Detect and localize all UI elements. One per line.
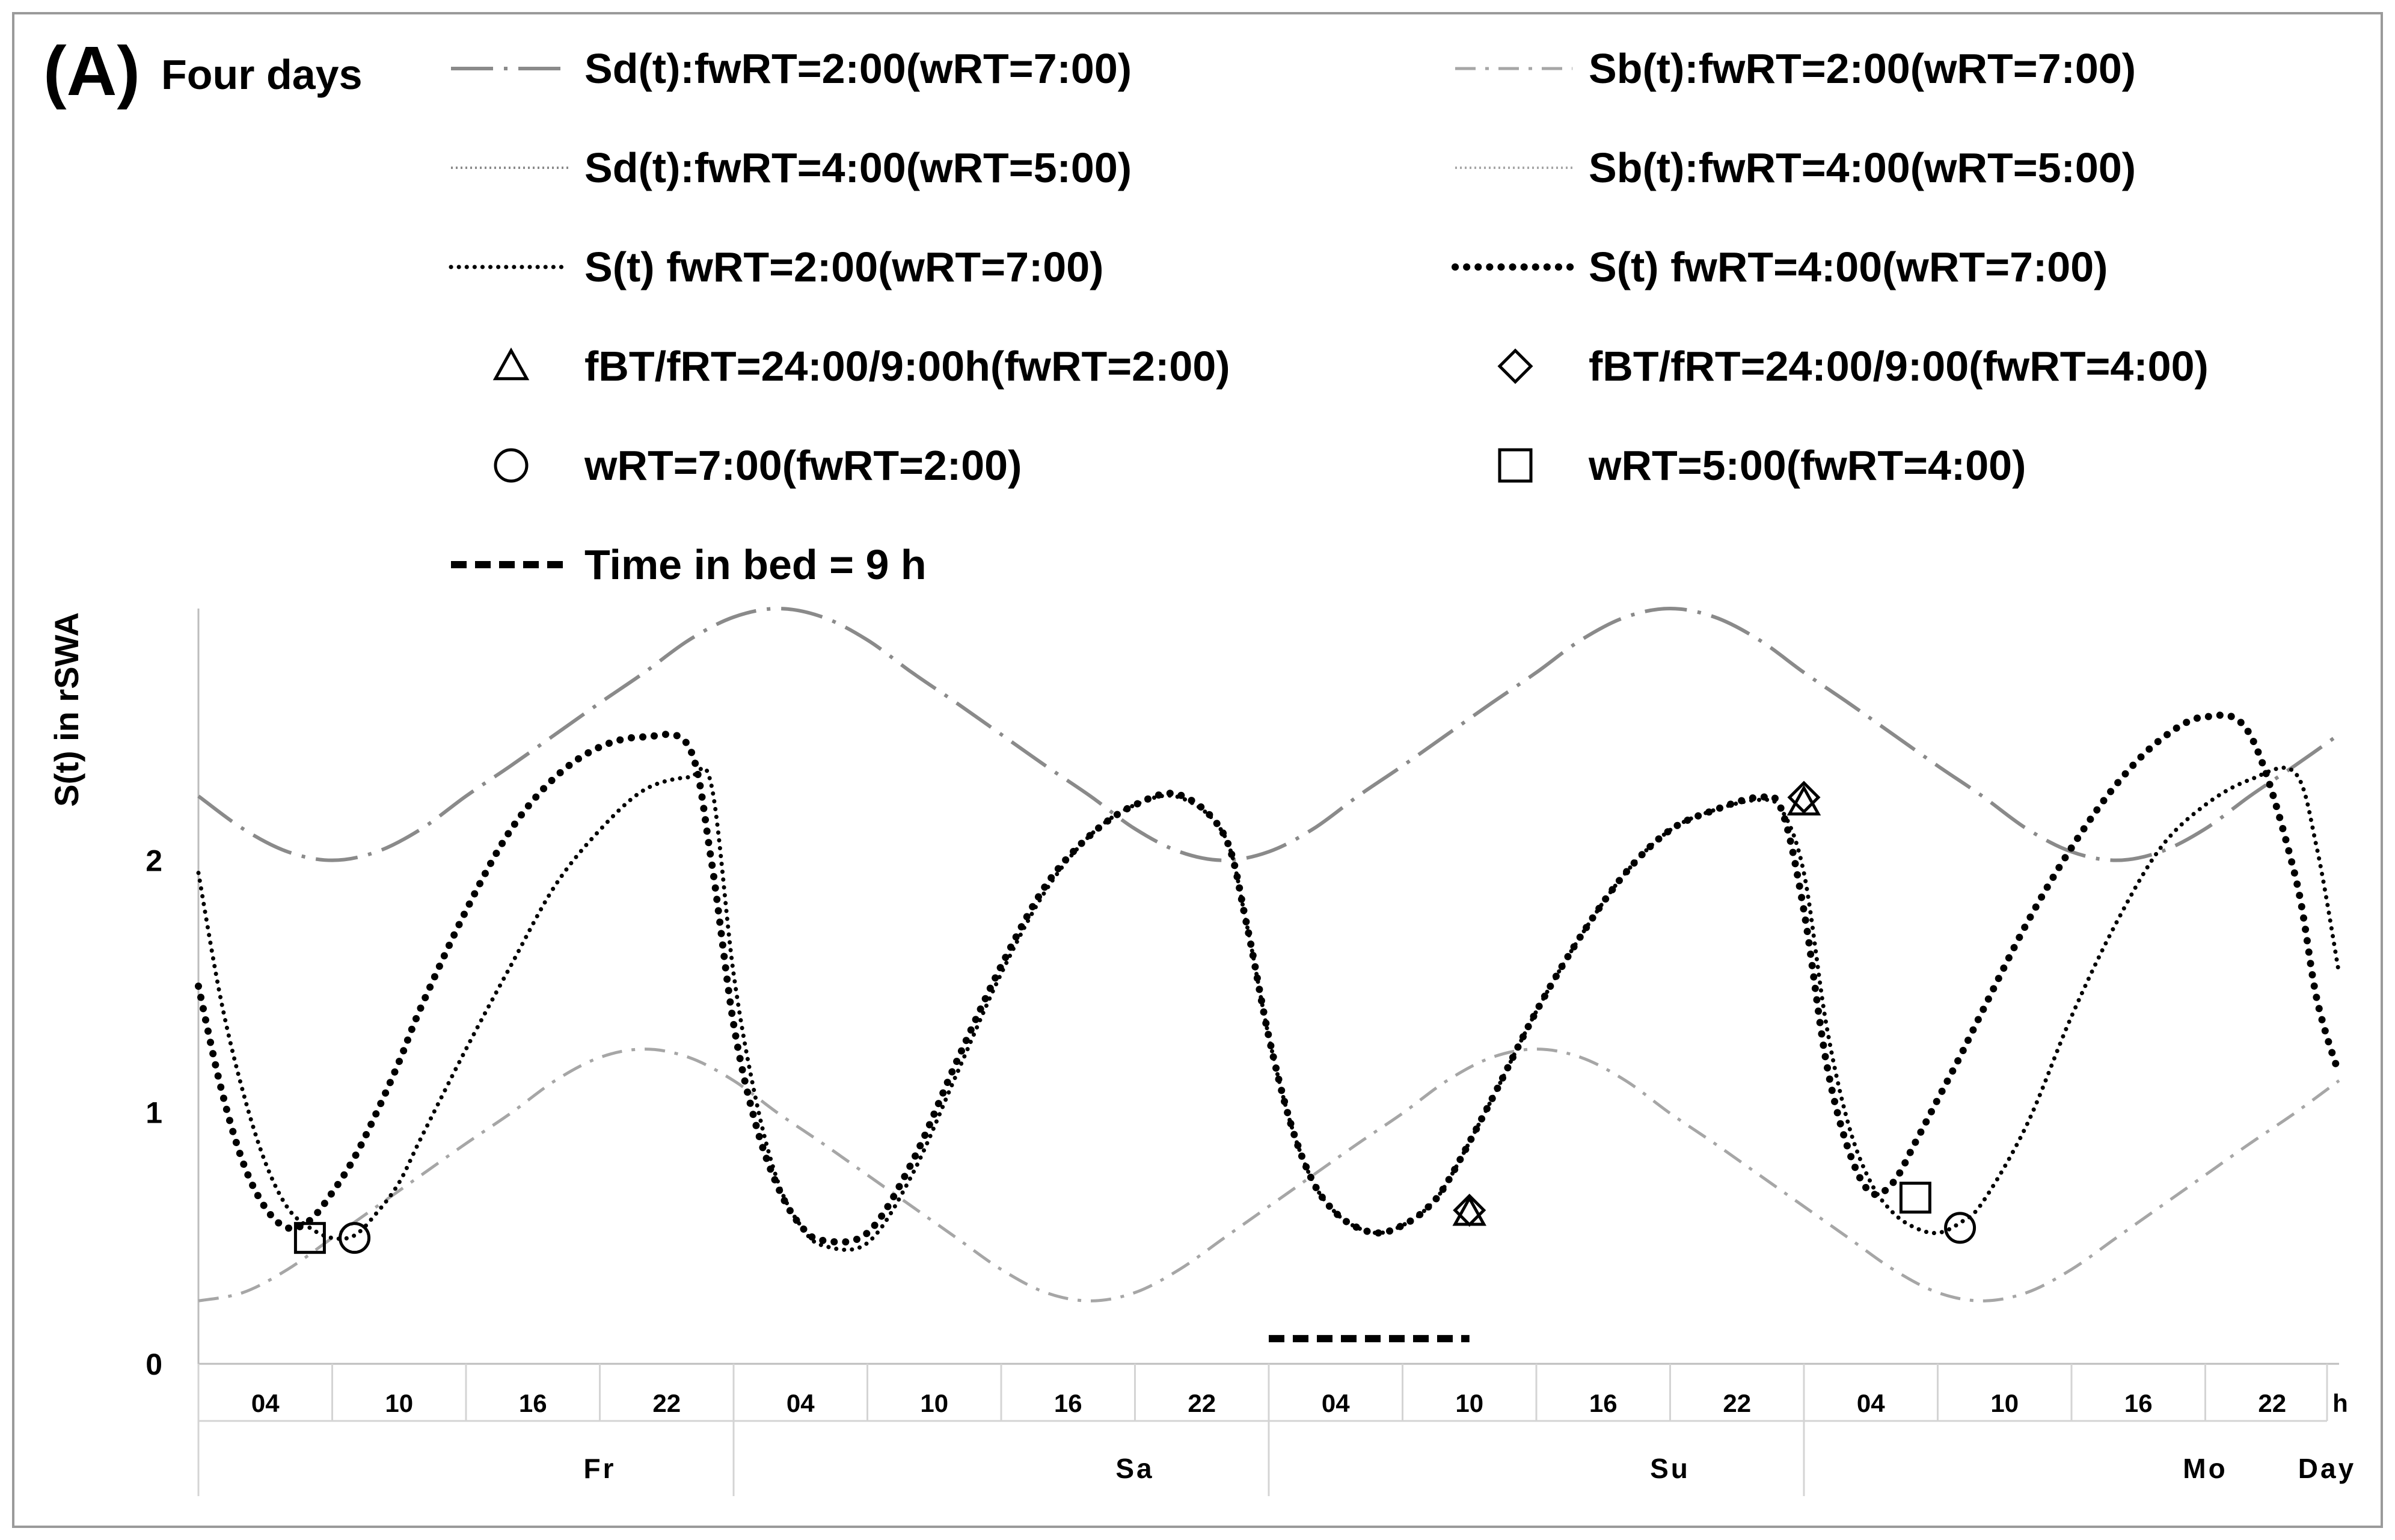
x-tick-label-15: 16 [2124, 1389, 2153, 1417]
marker-triangle-2 [1786, 785, 1821, 816]
legend-entry-5: S(t) fwRT=2:00(wRT=7:00) [449, 244, 1103, 290]
x-tick-label-9: 04 [1322, 1389, 1350, 1417]
x-tick-label-2: 10 [385, 1389, 413, 1417]
series-line-2 [198, 1048, 2340, 1302]
x-tick-label-5: 04 [787, 1389, 815, 1417]
x-tick-label-12: 22 [1723, 1389, 1751, 1417]
series-line-1 [197, 606, 2340, 862]
x-tick-label-10: 10 [1455, 1389, 1483, 1417]
x-tick-label-14: 10 [1990, 1389, 2019, 1417]
day-unit-label: Day [2298, 1453, 2356, 1484]
legend-entry-2: Sb(t):fwRT=2:00(wRT=7:00) [1455, 45, 2136, 92]
marker-diamond-1 [1453, 1194, 1486, 1227]
legend-entry-6-label: S(t) fwRT=4:00(wRT=7:00) [1589, 244, 2108, 290]
y-axis-title: S(t) in rSWA [48, 612, 85, 807]
chart-frame [12, 12, 2383, 1528]
series-line-6 [195, 711, 2343, 1246]
legend-entry-11: Time in bed = 9 h [451, 541, 927, 588]
legend-entry-2-label: Sb(t):fwRT=2:00(wRT=7:00) [1589, 45, 2136, 92]
legend-entry-4-label: Sb(t):fwRT=4:00(wRT=5:00) [1589, 144, 2136, 191]
x-tick-label-4: 22 [652, 1389, 681, 1417]
x-tick-label-6: 10 [920, 1389, 948, 1417]
day-label-3: Su [1650, 1453, 1690, 1484]
legend-entry-9-swatch [494, 448, 529, 483]
x-tick-label-8: 22 [1188, 1389, 1216, 1417]
legend-entry-5-label: S(t) fwRT=2:00(wRT=7:00) [584, 244, 1103, 290]
legend-entry-10-swatch [1498, 448, 1533, 483]
marker-diamond-2 [1787, 781, 1821, 814]
y-tick-label-3: 2 [146, 844, 162, 878]
legend-entry-1: Sd(t):fwRT=2:00(wRT=7:00) [451, 45, 1132, 92]
y-axis: 0 1 2 [146, 844, 162, 1381]
y-tick-label-2: 1 [146, 1096, 162, 1129]
legend-entry-3: Sd(t):fwRT=4:00(wRT=5:00) [451, 144, 1132, 191]
legend-entry-1-label: Sd(t):fwRT=2:00(wRT=7:00) [584, 45, 1132, 92]
marker-square-1 [293, 1222, 326, 1254]
legend-entry-11-label: Time in bed = 9 h [584, 541, 927, 588]
y-tick-label-1: 0 [146, 1348, 162, 1381]
legend-entry-8: fBT/fRT=24:00/9:00(fwRT=4:00) [1497, 343, 2209, 390]
legend-entry-7-swatch [492, 347, 530, 381]
legend-entry-3-label: Sd(t):fwRT=4:00(wRT=5:00) [584, 144, 1132, 191]
legend-entry-9-label: wRT=7:00(fwRT=2:00) [584, 442, 1022, 489]
x-axis: 04 10 16 22 04 10 16 22 04 10 16 22 04 10 16 22 h Fr Sa Su M… [197, 1364, 2356, 1496]
marker-circle-2 [1944, 1212, 1976, 1244]
chart-title: Four days [161, 51, 363, 98]
x-tick-label-16: 22 [2258, 1389, 2286, 1417]
legend-entry-10-label: wRT=5:00(fwRT=4:00) [1588, 442, 2026, 489]
x-tick-label-1: 04 [251, 1389, 280, 1417]
marker-square-2 [1899, 1182, 1931, 1214]
x-tick-label-7: 16 [1054, 1389, 1082, 1417]
legend-entry-9: wRT=7:00(fwRT=2:00) [494, 442, 1022, 489]
legend-entry-7: fBT/fRT=24:00/9:00h(fwRT=2:00) [492, 343, 1230, 390]
legend: Sd(t):fwRT=2:00(wRT=7:00) Sb(t):fwRT=2:00… [449, 45, 2209, 588]
legend-entry-4: Sb(t):fwRT=4:00(wRT=5:00) [1455, 144, 2136, 191]
day-label-2: Sa [1115, 1453, 1154, 1484]
legend-entry-8-swatch [1497, 348, 1533, 384]
legend-entry-6: S(t) fwRT=4:00(wRT=7:00) [1452, 244, 2108, 290]
x-tick-label-11: 16 [1589, 1389, 1618, 1417]
x-tick-label-3: 16 [519, 1389, 547, 1417]
legend-entry-7-label: fBT/fRT=24:00/9:00h(fwRT=2:00) [584, 343, 1230, 390]
day-label-1: Fr [584, 1453, 616, 1484]
legend-entry-8-label: fBT/fRT=24:00/9:00(fwRT=4:00) [1589, 343, 2209, 390]
marker-circle-1 [339, 1222, 371, 1254]
legend-entry-10: wRT=5:00(fwRT=4:00) [1498, 442, 2026, 489]
x-unit-label: h [2332, 1389, 2348, 1417]
day-label-4: Mo [2183, 1453, 2227, 1484]
panel-label: (A) [43, 32, 140, 110]
plot-area [195, 606, 2343, 1365]
x-tick-label-13: 04 [1857, 1389, 1885, 1417]
